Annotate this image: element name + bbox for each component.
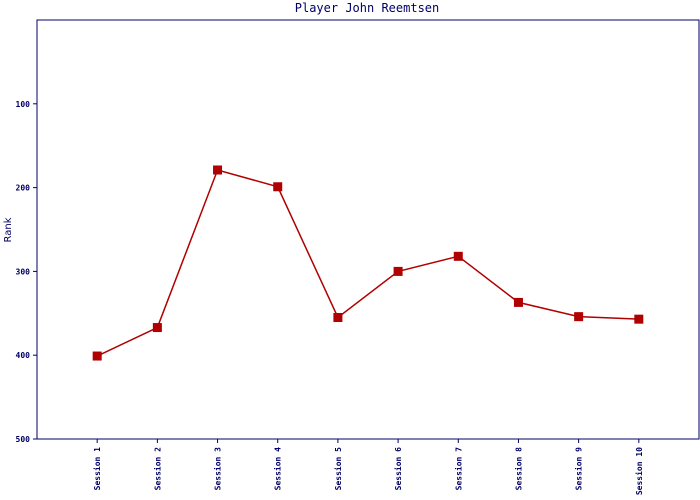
data-point — [213, 165, 223, 175]
data-point — [273, 182, 283, 192]
data-line — [96, 169, 639, 357]
y-axis-label: Rank — [3, 217, 14, 242]
data-point — [393, 266, 403, 276]
x-tick-label: Session 9 — [574, 447, 584, 491]
data-point — [513, 297, 523, 307]
data-point — [574, 312, 584, 322]
x-tick-label: Session 10 — [634, 447, 644, 495]
data-point — [152, 323, 162, 333]
y-tick-label: 300 — [16, 267, 31, 276]
chart-title: Player John Reemtsen — [295, 1, 440, 15]
x-tick-label: Session 7 — [453, 447, 463, 491]
plot-frame — [36, 19, 700, 440]
y-tick-label: 500 — [16, 435, 31, 444]
x-tick-label: Session 5 — [333, 447, 343, 491]
x-tick-label: Session 8 — [513, 447, 523, 491]
x-tick-label: Session 3 — [213, 447, 223, 491]
y-tick-label: 200 — [16, 184, 31, 193]
data-point — [634, 314, 644, 324]
x-tick-label: Session 1 — [92, 447, 102, 491]
data-point — [453, 251, 463, 261]
x-tick-label: Session 2 — [152, 447, 162, 491]
x-tick-label: Session 4 — [273, 447, 283, 491]
data-point — [92, 351, 102, 361]
y-tick-label: 100 — [16, 100, 31, 109]
y-tick-label: 400 — [16, 351, 31, 360]
x-tick-label: Session 6 — [393, 447, 403, 491]
data-point — [333, 312, 343, 322]
